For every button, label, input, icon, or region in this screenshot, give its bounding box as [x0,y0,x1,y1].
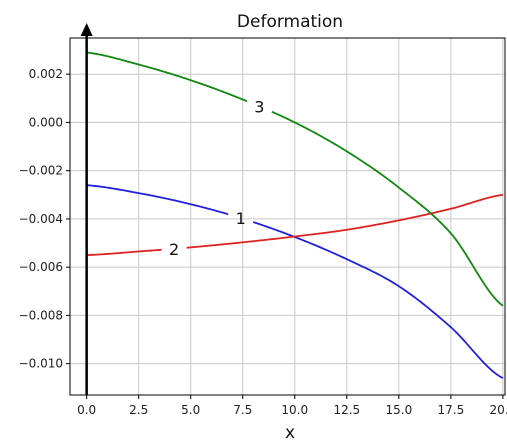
x-tick-label: 20.0 [490,403,507,417]
x-tick-label: 2.5 [129,403,148,417]
curve-labels: 1 2 3 [169,97,265,258]
tick-labels: 0.0 2.5 5.0 7.5 10.0 12.5 15.0 17.5 20.0 0.002 0.0… [19,67,507,417]
axes [66,23,506,399]
x-tick-label: 7.5 [233,403,252,417]
y-tick-label: −0.004 [19,212,63,226]
x-tick-label: 15.0 [385,403,412,417]
series-lines [86,51,504,379]
x-tick-label: 0.0 [77,403,96,417]
y-tick-label: −0.008 [19,308,63,322]
y-tick-label: 0.000 [29,115,63,129]
chart-title: Deformation [237,12,343,32]
x-axis-label: x [285,423,295,442]
x-tick-label: 12.5 [333,403,360,417]
y-tick-label: −0.006 [19,260,63,274]
curve-label-1: 1 [236,209,246,228]
y-tick-label: −0.010 [19,357,63,371]
vertical-axis-arrow [80,23,93,36]
x-tick-label: 5.0 [181,403,200,417]
plot-frame [69,37,506,396]
x-tick-label: 10.0 [281,403,308,417]
x-tick-label: 17.5 [438,403,465,417]
series-line-1 [252,221,504,379]
grid [70,38,505,395]
y-tick-label: 0.002 [29,67,63,81]
curve-label-3: 3 [254,97,264,116]
curve-label-2: 2 [169,240,179,259]
series-line-3 [86,51,248,103]
series-line-3 [271,110,504,307]
y-tick-label: −0.002 [19,164,63,178]
series-line-2 [186,193,504,249]
series-line-1 [86,184,229,216]
series-line-2 [86,248,162,256]
